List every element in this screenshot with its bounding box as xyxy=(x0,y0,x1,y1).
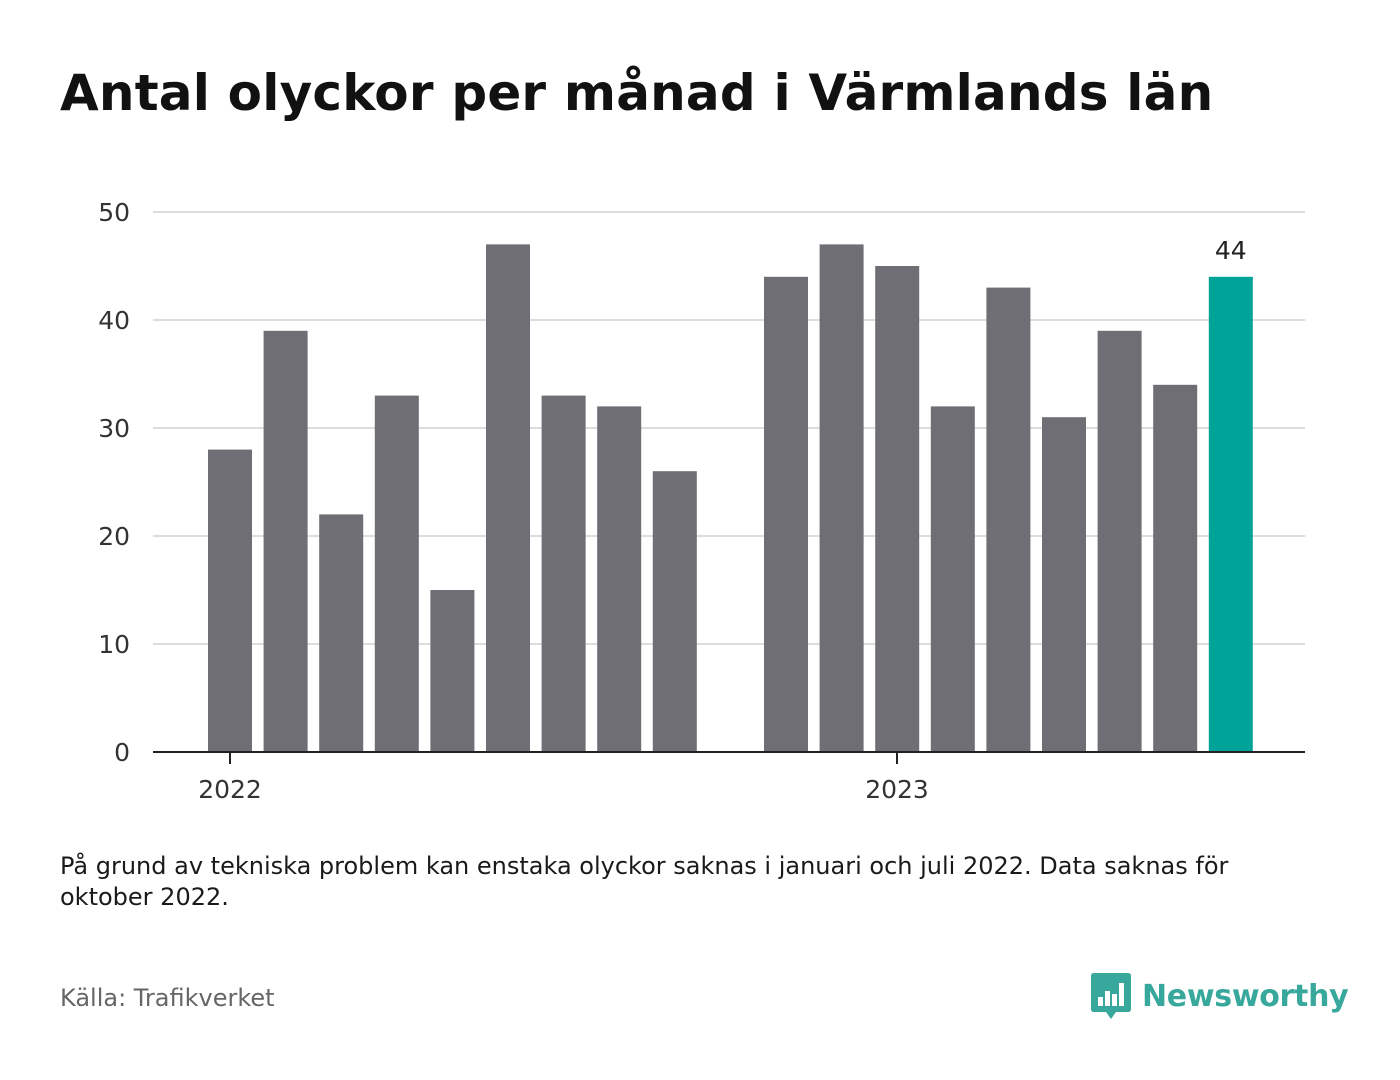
bars xyxy=(208,244,1253,752)
highlight-value-label: 44 xyxy=(1215,236,1247,265)
y-tick-label: 30 xyxy=(98,414,130,443)
y-tick-label: 10 xyxy=(98,630,130,659)
bar xyxy=(986,287,1031,752)
bar xyxy=(208,449,252,752)
bar-chart: 0 10 20 30 40 50 2022 2023 44 xyxy=(98,198,1305,804)
bar xyxy=(764,276,808,752)
bar xyxy=(541,395,586,752)
y-tick-label: 0 xyxy=(114,738,130,767)
y-tick-label: 20 xyxy=(98,522,130,551)
bar xyxy=(430,590,475,752)
x-axis: 2022 2023 xyxy=(198,752,929,804)
bar xyxy=(930,406,975,752)
bar-highlight xyxy=(1208,276,1253,752)
source-credit: Källa: Trafikverket xyxy=(60,984,275,1012)
y-tick-label: 40 xyxy=(98,306,130,335)
y-axis-labels: 0 10 20 30 40 50 xyxy=(98,198,130,767)
bar xyxy=(1097,330,1142,752)
bar xyxy=(1042,417,1086,752)
brand-name: Newsworthy xyxy=(1142,978,1349,1014)
bar xyxy=(263,330,308,752)
x-tick-label: 2023 xyxy=(865,775,929,804)
bar xyxy=(819,244,864,752)
brand-logo[interactable]: Newsworthy xyxy=(1090,970,1349,1022)
bar xyxy=(1153,384,1198,752)
footnote: På grund av tekniska problem kan enstaka… xyxy=(60,852,1229,911)
chart-title: Antal olyckor per månad i Värmlands län xyxy=(60,64,1214,122)
y-tick-label: 50 xyxy=(98,198,130,227)
bar xyxy=(875,266,920,752)
bar xyxy=(374,395,419,752)
bar xyxy=(597,406,642,752)
newsworthy-logo-icon xyxy=(1091,973,1131,1019)
bar xyxy=(319,514,364,752)
bar xyxy=(652,471,697,752)
bar xyxy=(486,244,530,752)
x-tick-label: 2022 xyxy=(198,775,262,804)
